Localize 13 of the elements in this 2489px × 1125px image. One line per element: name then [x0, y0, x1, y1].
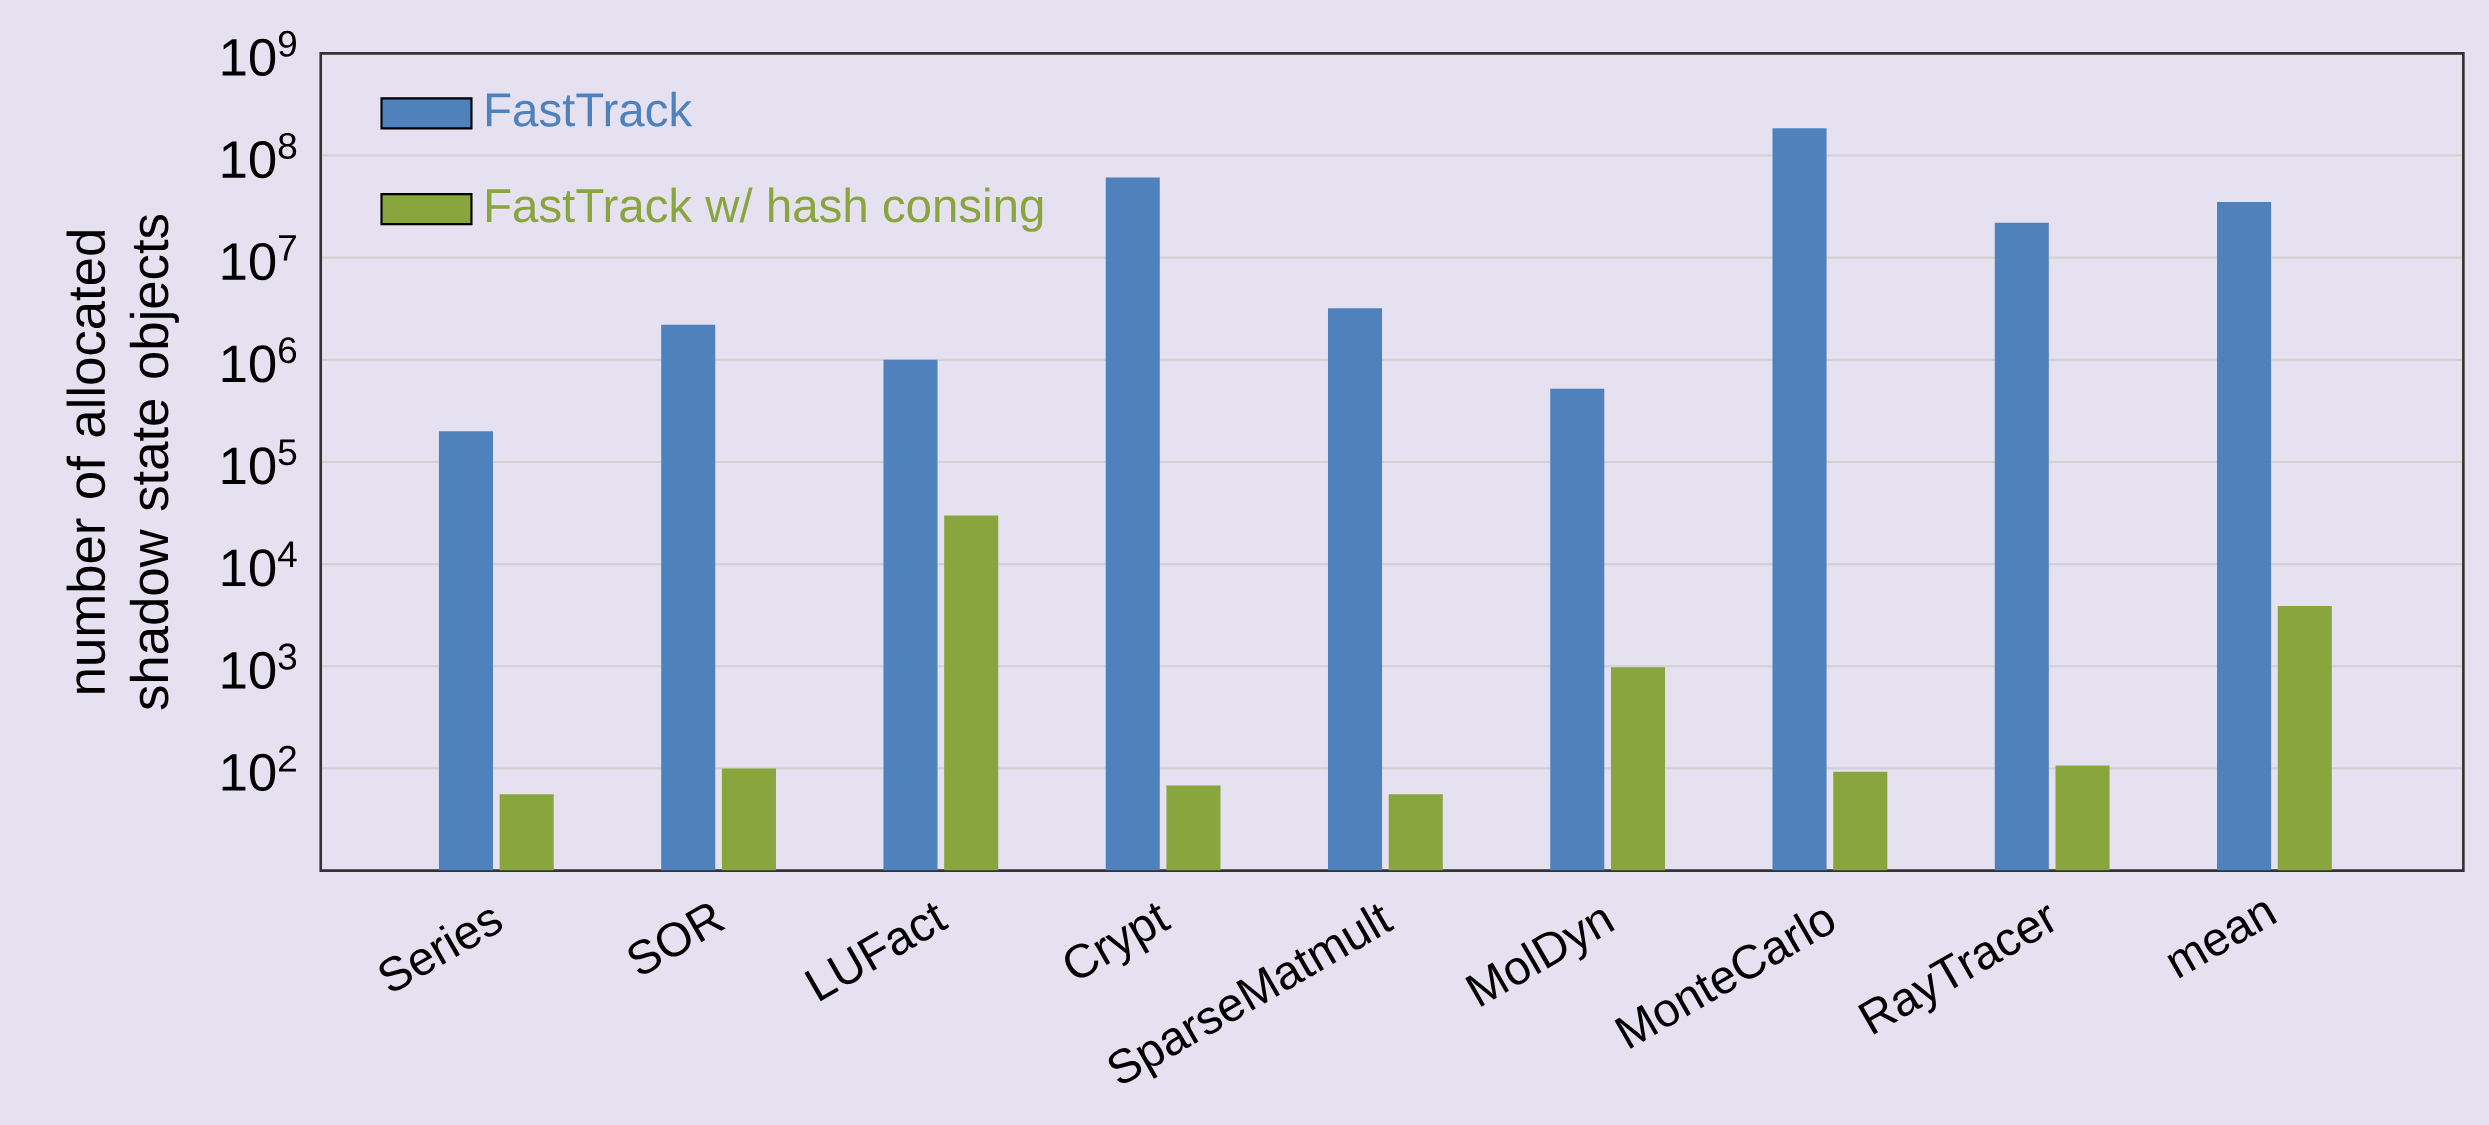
- y-tick-label: 10$^{2}$: [222, 745, 296, 791]
- y-tick-label: 10$^{4}$: [222, 541, 297, 587]
- y-axis-title: number of allocated shadow state objects: [66, 214, 179, 710]
- x-tick-label: SOR: [628, 903, 726, 974]
- y-tick-label: 10$^{6}$: [222, 336, 297, 383]
- y-tick-label: 10$^{8}$: [222, 132, 297, 178]
- y-tick-label: 10$^{3}$: [222, 643, 297, 689]
- legend-label: FastTrack w/ hash consing: [486, 187, 1043, 232]
- legend-label: FastTrack: [486, 91, 693, 127]
- y-tick-label: 10$^{7}$: [222, 234, 296, 280]
- x-tick-label: mean: [2167, 902, 2278, 978]
- y-tick-label: 10$^{5}$: [222, 439, 297, 485]
- y-tick-label: 10$^{9}$: [222, 30, 296, 76]
